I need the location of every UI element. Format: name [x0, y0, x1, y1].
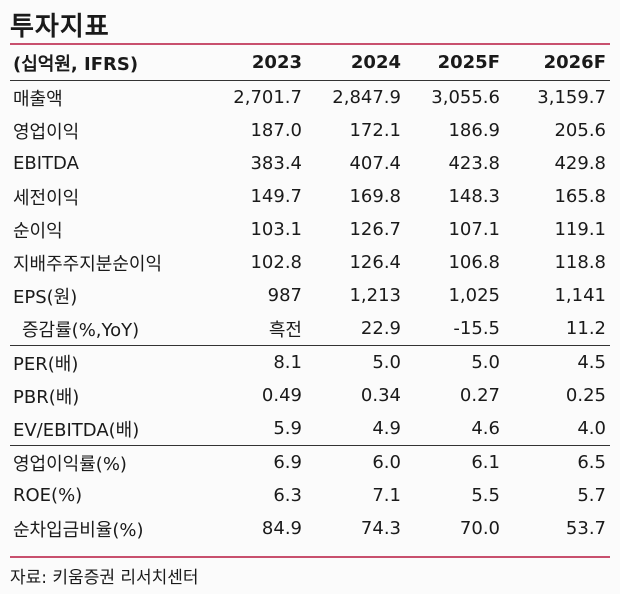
cell-value: 172.1 — [349, 120, 401, 141]
cell-value: 119.1 — [554, 219, 606, 240]
source-note: 자료: 키움증권 리서치센터 — [10, 568, 199, 588]
cell-value: 205.6 — [554, 120, 606, 141]
cell-value: 169.8 — [349, 186, 401, 207]
table-row: 지배주주지분순이익 102.8 126.4 106.8 118.8 — [10, 246, 610, 279]
cell-value: 429.8 — [554, 153, 606, 174]
table-row: 세전이익 149.7 169.8 148.3 165.8 — [10, 180, 610, 213]
table-row: 매출액 2,701.7 2,847.9 3,055.6 3,159.7 — [10, 81, 610, 115]
row-label: 매출액 — [13, 88, 63, 110]
row-label: EPS(원) — [13, 286, 78, 308]
cell-value: 6.5 — [577, 452, 606, 473]
row-label: 영업이익 — [13, 121, 80, 143]
cell-value: 4.6 — [471, 418, 500, 439]
header-row: (십억원, IFRS) 2023 2024 2025F 2026F — [10, 45, 610, 81]
cell-value: 5.0 — [372, 352, 401, 373]
cell-value: 5.9 — [273, 418, 302, 439]
table-row: 영업이익 187.0 172.1 186.9 205.6 — [10, 114, 610, 147]
cell-value: 0.34 — [360, 385, 401, 406]
cell-value: 3,159.7 — [537, 87, 606, 108]
cell-value: 6.0 — [372, 452, 401, 473]
cell-value: 흑전 — [268, 319, 302, 341]
cell-value: 3,055.6 — [431, 87, 500, 108]
cell-value: 0.27 — [459, 385, 500, 406]
cell-value: 186.9 — [448, 120, 500, 141]
cell-value: 70.0 — [459, 518, 500, 539]
table-row: 영업이익률(%) 6.9 6.0 6.1 6.5 — [10, 446, 610, 480]
cell-value: 6.9 — [273, 452, 302, 473]
cell-value: 5.7 — [577, 485, 606, 506]
cell-value: 1,025 — [448, 285, 500, 306]
row-label: 지배주주지분순이익 — [13, 253, 163, 275]
cell-value: 1,213 — [349, 285, 401, 306]
table-row: EPS(원) 987 1,213 1,025 1,141 — [10, 279, 610, 312]
header-year: 2026F — [543, 52, 606, 73]
cell-value: 4.0 — [577, 418, 606, 439]
row-label: 영업이익률(%) — [13, 453, 127, 475]
cell-value: 126.7 — [349, 219, 401, 240]
cell-value: 126.4 — [349, 252, 401, 273]
top-divider — [10, 43, 610, 45]
cell-value: 118.8 — [554, 252, 606, 273]
cell-value: 103.1 — [250, 219, 302, 240]
cell-value: 987 — [267, 285, 302, 306]
cell-value: 106.8 — [448, 252, 500, 273]
header-year: 2025F — [437, 52, 500, 73]
cell-value: 4.9 — [372, 418, 401, 439]
cell-value: 1,141 — [554, 285, 606, 306]
cell-value: 187.0 — [250, 120, 302, 141]
cell-value: 149.7 — [250, 186, 302, 207]
cell-value: 2,701.7 — [233, 87, 302, 108]
cell-value: 423.8 — [448, 153, 500, 174]
cell-value: 11.2 — [565, 318, 606, 339]
table-row: 순이익 103.1 126.7 107.1 119.1 — [10, 213, 610, 246]
cell-value: 5.0 — [471, 352, 500, 373]
table-row: 증감률(%,YoY) 흑전 22.9 -15.5 11.2 — [10, 312, 610, 346]
cell-value: 84.9 — [261, 518, 302, 539]
header-year: 2023 — [251, 52, 302, 73]
header-unit: (십억원, IFRS) — [13, 53, 139, 75]
investment-indicators-table: (십억원, IFRS) 2023 2024 2025F 2026F 매출액 2,… — [10, 45, 610, 545]
row-label: ROE(%) — [13, 485, 83, 506]
row-label: 순이익 — [13, 220, 63, 242]
bottom-divider — [10, 556, 610, 558]
cell-value: 2,847.9 — [332, 87, 401, 108]
row-label: PER(배) — [13, 353, 79, 375]
row-label: 세전이익 — [13, 187, 80, 209]
cell-value: -15.5 — [453, 318, 500, 339]
header-year: 2024 — [350, 52, 401, 73]
table-row: EBITDA 383.4 407.4 423.8 429.8 — [10, 147, 610, 180]
cell-value: 107.1 — [448, 219, 500, 240]
table-row: EV/EBITDA(배) 5.9 4.9 4.6 4.0 — [10, 412, 610, 446]
table-row: PBR(배) 0.49 0.34 0.27 0.25 — [10, 379, 610, 412]
row-label: EV/EBITDA(배) — [13, 419, 140, 441]
cell-value: 102.8 — [250, 252, 302, 273]
cell-value: 5.5 — [471, 485, 500, 506]
table-row: PER(배) 8.1 5.0 5.0 4.5 — [10, 346, 610, 380]
table-title: 투자지표 — [10, 12, 110, 42]
row-label: PBR(배) — [13, 386, 80, 408]
cell-value: 74.3 — [360, 518, 401, 539]
cell-value: 6.1 — [471, 452, 500, 473]
row-label: EBITDA — [13, 153, 79, 174]
row-label: 순차입금비율(%) — [13, 519, 144, 541]
cell-value: 0.25 — [565, 385, 606, 406]
cell-value: 383.4 — [250, 153, 302, 174]
cell-value: 8.1 — [273, 352, 302, 373]
cell-value: 22.9 — [360, 318, 401, 339]
cell-value: 0.49 — [261, 385, 302, 406]
cell-value: 165.8 — [554, 186, 606, 207]
cell-value: 7.1 — [372, 485, 401, 506]
cell-value: 6.3 — [273, 485, 302, 506]
row-label: 증감률(%,YoY) — [22, 319, 140, 341]
cell-value: 148.3 — [448, 186, 500, 207]
cell-value: 53.7 — [565, 518, 606, 539]
table-row: 순차입금비율(%) 84.9 74.3 70.0 53.7 — [10, 512, 610, 545]
table-row: ROE(%) 6.3 7.1 5.5 5.7 — [10, 479, 610, 512]
cell-value: 407.4 — [349, 153, 401, 174]
cell-value: 4.5 — [577, 352, 606, 373]
